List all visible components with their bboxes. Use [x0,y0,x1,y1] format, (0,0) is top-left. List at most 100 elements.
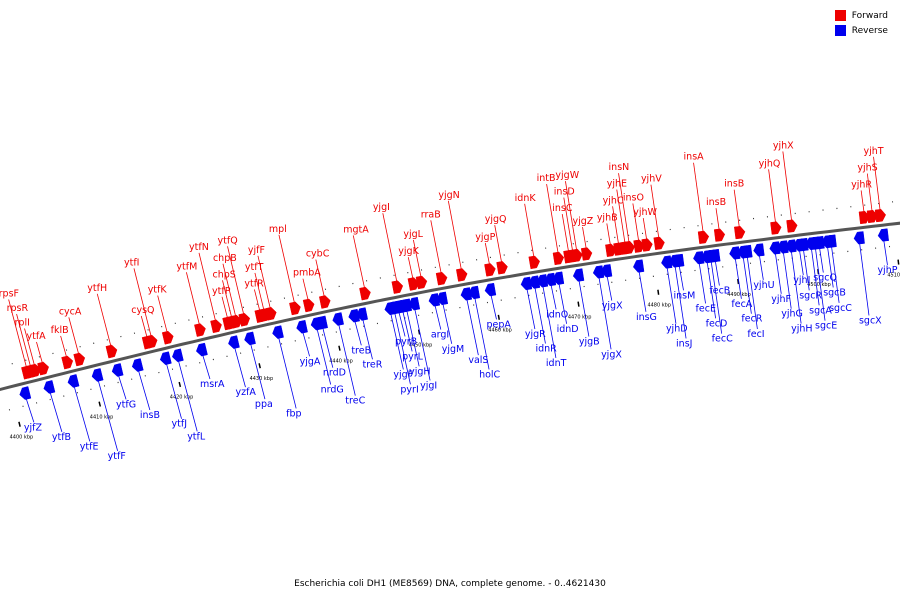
gene-leader-line [650,184,660,244]
gene-label: ytfL [187,431,206,442]
gene-label: idnK [515,193,537,204]
gene-leader-line [618,173,631,248]
gene-leader-line [577,275,590,337]
gene-label: yjfZ [24,422,43,433]
gene-leader-line [605,270,613,301]
gene-label: fecI [747,329,764,340]
legend-label-reverse: Reverse [851,25,888,36]
gene-leader-line [24,393,35,423]
gene-label: sgcQ [813,273,837,284]
tick-label: 4500 kbp [807,282,831,288]
gene-label: yjgZ [573,216,594,227]
gene-label: insB [724,179,744,190]
gene-leader-line [814,243,826,321]
gene-leader-line [16,313,33,372]
gene-label: rplI [15,318,30,329]
gene-arrow [536,274,549,288]
gene-leader-line [254,272,266,315]
gene-arrow [673,253,685,268]
gene-leader-line [673,261,687,339]
gene-label: ytfE [80,441,99,452]
gene-leader-line [860,190,866,218]
gene-leader-line [790,246,802,324]
gene-label: pyrI [400,384,418,395]
gene-label: insA [684,152,705,163]
gene-leader-line [810,243,820,306]
gene-label: ytfI [124,257,140,268]
gene-leader-line [802,244,810,291]
gene-label: argI [431,330,449,341]
tick-mark [338,345,341,351]
gene-label: yjgI [373,202,390,213]
gene-arrow [729,246,741,260]
gene-leader-line [315,259,326,302]
tick-label: 4490 kbp [727,292,751,298]
gene-leader-line [116,370,127,400]
gene-label: yjhG [781,309,803,320]
gene-leader-line [549,279,557,310]
gene-arrow [460,287,473,301]
legend-label-forward: Forward [851,10,888,21]
gene-arrow [661,255,673,269]
gene-arrow [520,276,533,291]
tick-mark [497,314,500,320]
gene-leader-line [698,257,706,304]
gene-leader-line [447,200,463,275]
gene-arrow [484,282,497,297]
gene-label: fecA [731,299,752,310]
gene-label: ytfK [148,285,168,296]
gene-label: ytfJ [172,419,188,430]
gene-label: idnT [546,358,567,369]
gene-arrow [131,358,144,372]
gene-arrow [408,296,421,311]
gene-label: insN [609,162,630,173]
gene-leader-line [232,342,246,388]
gene-leader-line [412,239,423,283]
gene-leader-line [565,181,578,256]
gene-leader-line [337,319,356,396]
gene-label: pepA [486,319,511,330]
gene-leader-line [746,251,758,330]
gene-label: ytfP [212,286,231,297]
gene-leader-line [733,189,741,233]
gene-leader-line [782,247,792,309]
gene-leader-line [407,257,415,284]
gene-leader-line [714,255,720,286]
gene-label: ytfA [26,331,46,342]
gene-leader-line [774,248,782,294]
gene-label: sgcX [859,315,882,326]
gene-label: fecR [741,314,762,325]
gene-leader-line [140,315,149,343]
gene-label: ytfT [245,262,264,273]
gene-label: yjfF [248,245,265,256]
gene-arrow [111,363,124,377]
gene-label: idnR [535,343,557,354]
gene-leader-line [157,295,169,338]
gene-leader-line [546,184,560,259]
gene-arrow [67,374,80,388]
gene-leader-line [248,338,266,400]
tick-mark [577,301,580,307]
gene-label: sgcC [829,303,852,314]
gene-leader-line [278,234,296,309]
gene-label: yjgA [300,356,321,367]
gene-arrow [825,234,837,248]
gene-label: ytfM [176,261,197,272]
gene-arrow [785,239,797,253]
gene-label: yjhH [791,324,812,335]
gene-arrow [544,272,557,287]
gene-label: yjgN [438,190,459,201]
gene-label: yjhX [773,140,794,151]
gene-leader-line [198,252,218,326]
gene-label: valS [468,355,488,366]
legend: Forward Reverse [834,8,888,38]
gene-label: msrA [200,379,225,390]
gene-leader-line [96,375,119,451]
gene-label: fecC [712,334,733,345]
gene-arrow [813,235,825,250]
gene-leader-line [176,355,198,432]
gene-label: rpsF [0,289,19,300]
gene-leader-line [473,292,490,370]
